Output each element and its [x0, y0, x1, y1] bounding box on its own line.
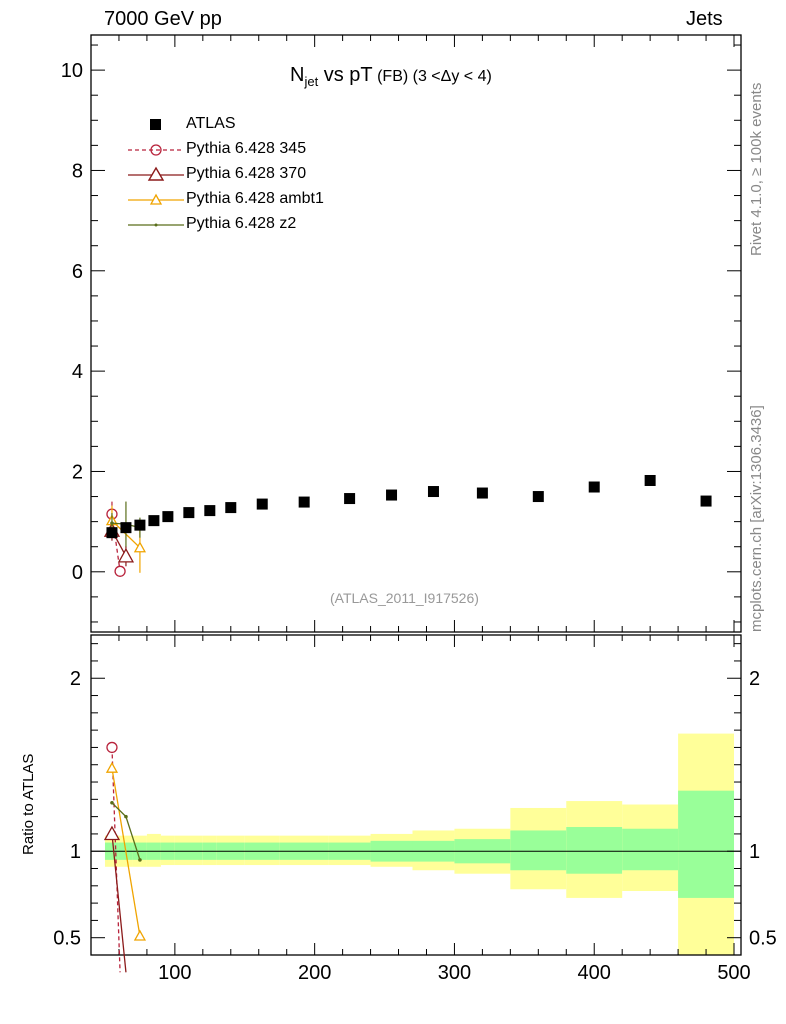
- y-tick-label-main: 0: [72, 562, 83, 584]
- atlas-data-point: [476, 487, 488, 499]
- legend-marker-triangle-icon: [128, 166, 184, 181]
- legend-label: Pythia 6.428 345: [186, 140, 307, 157]
- atlas-data-point: [427, 486, 439, 498]
- y-tick-label-main: 10: [61, 60, 83, 82]
- title-rest: vs pT: [318, 64, 373, 86]
- x-tick-label: 500: [717, 962, 750, 984]
- y-tick-label-main: 4: [72, 361, 83, 383]
- mc-marker-triangle: [103, 825, 121, 841]
- main-frame: [90, 34, 742, 633]
- mc-marker-triangle: [133, 541, 147, 553]
- legend-marker-square-icon: [150, 119, 161, 130]
- ratio-uncertainty-bands: [104, 733, 735, 955]
- atlas-data-point: [532, 491, 544, 503]
- legend-marker-circle-icon: [128, 144, 184, 156]
- axis-ticks: [90, 35, 741, 955]
- y-tick-label-ratio: 2: [70, 668, 81, 690]
- category-label: Jets: [686, 8, 723, 30]
- mc-marker-dot: [110, 800, 114, 805]
- mc-line-ratio: [111, 833, 127, 973]
- atlas-data-point: [256, 498, 268, 510]
- mc-marker-circle: [114, 565, 126, 577]
- legend-label: Pythia 6.428 370: [186, 165, 307, 182]
- mc-marker-dot: [138, 858, 142, 862]
- x-tick-label: 100: [158, 962, 191, 984]
- legend-label: Pythia 6.428 z2: [186, 215, 297, 232]
- mc-marker-dot: [124, 814, 128, 819]
- y-tick-label-ratio: 0.5: [53, 928, 81, 950]
- y-tick-label-ratio: 1: [70, 841, 81, 863]
- atlas-data-point: [700, 495, 712, 507]
- mc-series-main: [103, 501, 147, 577]
- atlas-data-point: [225, 502, 237, 514]
- mc-line-ratio: [111, 747, 121, 973]
- legend-label: ATLAS: [186, 115, 236, 132]
- band-inner: [510, 830, 567, 871]
- atlas-data-point: [162, 511, 174, 523]
- x-tick-label: 400: [578, 962, 611, 984]
- atlas-data-point: [148, 515, 160, 527]
- atlas-data-point: [644, 474, 656, 486]
- chart-title: Njet vs pT (FB) (3 <Δy < 4): [290, 64, 492, 89]
- mc-series-ratio: [103, 741, 147, 973]
- y-tick-label-main: 6: [72, 261, 83, 283]
- title-extra: (FB) (3 <Δy < 4): [372, 68, 492, 85]
- mc-marker-triangle: [105, 761, 119, 773]
- y-tick-label-ratio-right: 0.5: [749, 928, 777, 950]
- analysis-label: (ATLAS_2011_I917526): [330, 590, 479, 606]
- energy-label: 7000 GeV pp: [104, 8, 222, 30]
- legend-marker-triangle-icon: [128, 193, 184, 205]
- y-tick-label-main: 2: [72, 461, 83, 483]
- y-tick-label-ratio-right: 1: [749, 841, 760, 863]
- tick-labels: 100 200 300 400 500 0 2 4 6 8 10 0.5 0.5 1 1 2 2: [53, 60, 777, 984]
- source-label: mcplots.cern.ch [arXiv:1306.3436]: [748, 405, 765, 632]
- rivet-label: Rivet 4.1.0, ≥ 100k events: [748, 82, 765, 256]
- mc-line-ratio: [111, 768, 141, 937]
- atlas-data-points: [106, 474, 712, 539]
- mc-marker-circle: [106, 741, 118, 754]
- atlas-data-point: [588, 481, 600, 493]
- mc-marker-triangle: [133, 929, 147, 941]
- band-inner: [566, 827, 623, 874]
- title-main: N: [290, 64, 305, 86]
- atlas-data-point: [298, 496, 310, 508]
- band-inner: [678, 790, 735, 898]
- atlas-data-point: [120, 522, 132, 534]
- x-tick-label: 200: [298, 962, 331, 984]
- atlas-data-point: [204, 505, 216, 517]
- y-tick-label-ratio-right: 2: [749, 668, 760, 690]
- ratio-frame: [90, 634, 742, 956]
- atlas-data-point: [386, 489, 398, 501]
- atlas-data-point: [183, 507, 195, 519]
- legend-label: Pythia 6.428 ambt1: [186, 190, 324, 207]
- x-tick-label: 300: [438, 962, 471, 984]
- atlas-data-point: [344, 493, 356, 505]
- axes-frames: [90, 34, 742, 956]
- y-tick-label-main: 8: [72, 160, 83, 182]
- title-sub: jet: [304, 74, 319, 89]
- atlas-data-point: [134, 519, 146, 531]
- mc-marker-dot: [110, 521, 114, 525]
- ratio-ylabel: Ratio to ATLAS: [20, 753, 37, 855]
- mc-marker-triangle: [117, 547, 135, 563]
- legend-marker-dot-icon: [128, 223, 184, 227]
- atlas-data-point: [106, 527, 118, 539]
- band-inner: [622, 828, 679, 871]
